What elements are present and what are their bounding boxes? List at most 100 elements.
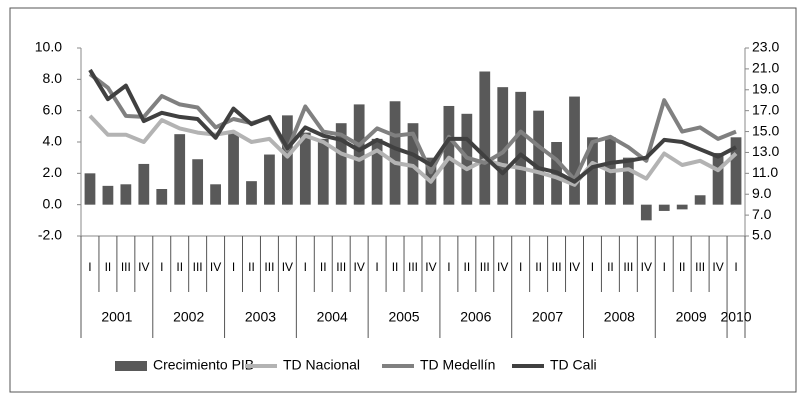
year-label: 2009: [676, 309, 707, 325]
x-tick-label: III: [408, 260, 418, 274]
bar: [371, 138, 383, 205]
bar: [210, 184, 221, 205]
x-tick-label: IV: [138, 260, 149, 274]
bar: [730, 137, 742, 205]
year-label: 2004: [317, 309, 348, 325]
x-tick-label: III: [480, 260, 490, 274]
year-label: 2010: [720, 309, 751, 325]
year-label: 2006: [460, 309, 491, 325]
x-tick-label: IV: [210, 260, 221, 274]
bar: [712, 152, 724, 205]
x-tick-label: IV: [282, 260, 293, 274]
y2-tick-label: 19.0: [752, 80, 779, 96]
bar: [228, 132, 239, 205]
bar: [317, 138, 329, 205]
x-tick-label: III: [193, 260, 203, 274]
bar: [658, 204, 670, 211]
y-tick-label: 2.0: [43, 164, 63, 180]
x-tick-label: II: [248, 260, 255, 274]
x-tick-label: I: [232, 260, 235, 274]
y2-tick-label: 21.0: [752, 60, 779, 76]
y-tick-label: 6.0: [43, 101, 63, 117]
legend-label: TD Medellín: [420, 357, 495, 373]
bar: [389, 101, 401, 205]
y2-tick-label: 15.0: [752, 122, 779, 138]
bar: [407, 123, 419, 205]
x-tick-label: II: [105, 260, 112, 274]
x-tick-label: II: [320, 260, 327, 274]
line-series: [88, 68, 737, 184]
bar: [281, 115, 293, 205]
bar: [156, 189, 168, 205]
bar: [138, 163, 150, 205]
year-label: 2003: [245, 309, 276, 325]
year-label: 2007: [532, 309, 563, 325]
y2-tick-label: 11.0: [752, 164, 778, 180]
x-tick-label: IV: [353, 260, 364, 274]
y2-tick-label: 13.0: [752, 143, 779, 159]
bar: [174, 134, 186, 205]
x-tick-label: III: [264, 260, 274, 274]
x-tick-label: III: [336, 260, 346, 274]
bar: [622, 157, 634, 205]
bar: [192, 159, 204, 205]
line-series: [88, 114, 738, 187]
bar: [353, 104, 365, 205]
y2-tick-label: 9.0: [752, 185, 772, 201]
bar: [515, 91, 527, 205]
x-tick-label: II: [464, 260, 471, 274]
bar: [587, 137, 598, 205]
x-tick-label: III: [695, 260, 705, 274]
bar: [264, 154, 275, 205]
bar: [640, 204, 652, 221]
x-tick-label: I: [375, 260, 378, 274]
bar: [120, 184, 132, 205]
x-tick-label: II: [679, 260, 686, 274]
year-label: 2005: [388, 309, 419, 325]
bar: [246, 181, 257, 205]
y-tick-label: -2.0: [38, 227, 62, 243]
x-tick-label: I: [88, 260, 91, 274]
bar: [443, 105, 455, 205]
y2-tick-label: 7.0: [752, 206, 772, 222]
bar: [694, 195, 706, 205]
bar: [335, 123, 347, 205]
x-tick-label: III: [552, 260, 562, 274]
bar: [569, 96, 580, 205]
year-label: 2001: [101, 309, 132, 325]
x-tick-label: I: [591, 260, 594, 274]
x-tick-label: II: [176, 260, 183, 274]
x-tick-label: I: [304, 260, 307, 274]
x-tick-label: I: [447, 260, 450, 274]
y-tick-label: 8.0: [43, 70, 63, 86]
x-tick-label: IV: [569, 260, 580, 274]
x-tick-label: IV: [641, 260, 652, 274]
x-tick-label: I: [663, 260, 666, 274]
bar: [676, 204, 688, 210]
y2-tick-label: 17.0: [752, 101, 779, 117]
y2-tick-label: 23.0: [752, 39, 779, 55]
x-tick-label: IV: [712, 260, 723, 274]
y-tick-label: 10.0: [35, 39, 62, 55]
year-label: 2008: [604, 309, 635, 325]
x-tick-label: II: [392, 260, 399, 274]
year-label: 2002: [173, 309, 204, 325]
x-tick-label: IV: [425, 260, 436, 274]
legend-swatch: [115, 361, 147, 371]
bar: [533, 110, 545, 205]
y-tick-label: 4.0: [43, 133, 63, 149]
bar: [479, 71, 491, 205]
legend-label: TD Nacional: [283, 357, 360, 373]
x-tick-label: IV: [497, 260, 508, 274]
x-tick-label: I: [519, 260, 522, 274]
legend-label: Crecimiento PIB: [153, 357, 254, 373]
x-tick-label: II: [607, 260, 614, 274]
bar: [84, 173, 96, 205]
y2-tick-label: 5.0: [752, 227, 772, 243]
bar: [497, 87, 509, 205]
y-tick-label: 0.0: [43, 195, 63, 211]
x-tick-label: I: [734, 260, 737, 274]
legend-label: TD Cali: [550, 357, 597, 373]
line-series: [88, 72, 737, 182]
